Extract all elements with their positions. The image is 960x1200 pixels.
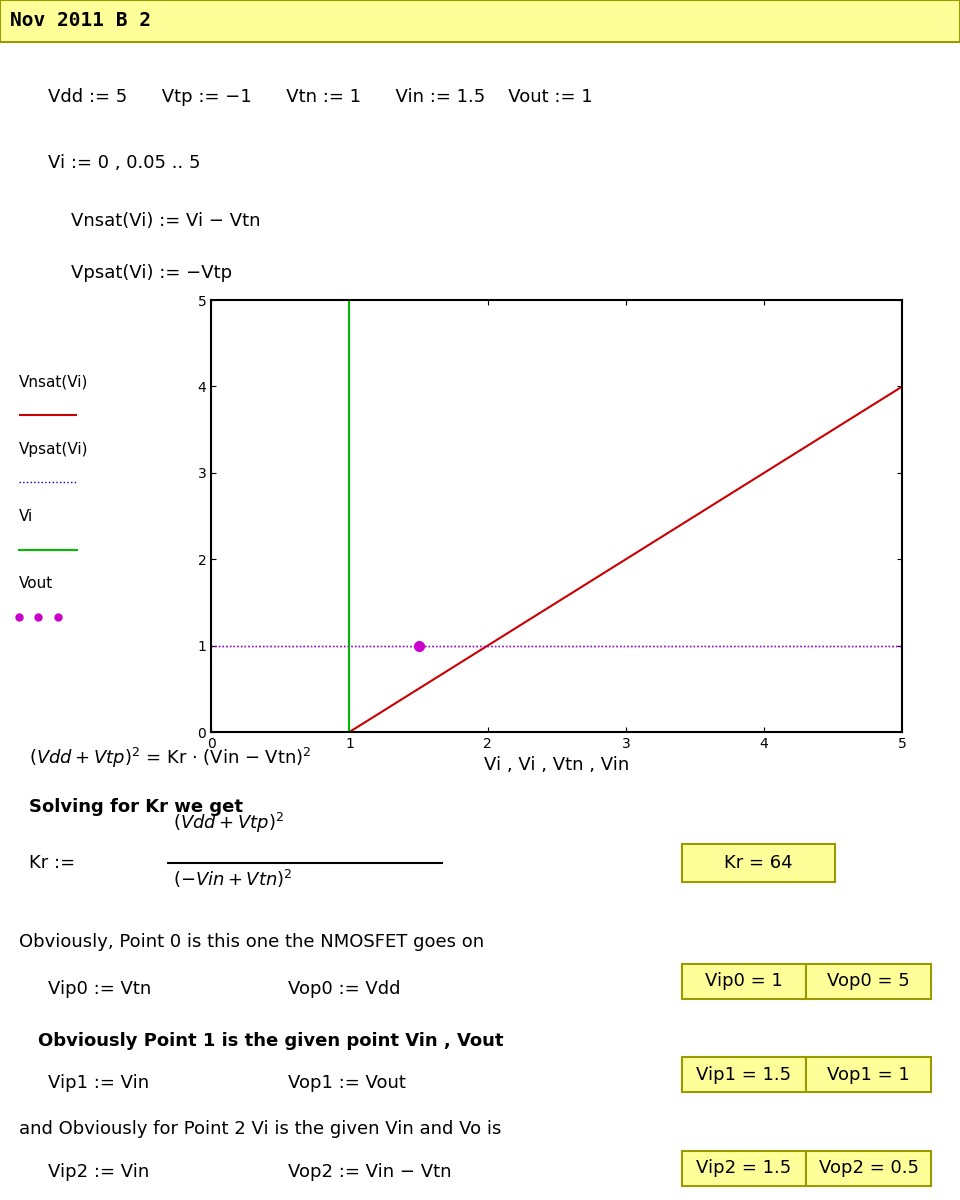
- FancyBboxPatch shape: [682, 1151, 806, 1186]
- Text: Vop2 := Vin − Vtn: Vop2 := Vin − Vtn: [288, 1163, 451, 1181]
- Text: $(Vdd + Vtp)^2$: $(Vdd + Vtp)^2$: [173, 811, 284, 835]
- Text: Vnsat(Vi): Vnsat(Vi): [19, 374, 88, 390]
- Text: Vpsat(Vi) := −Vtp: Vpsat(Vi) := −Vtp: [48, 264, 232, 282]
- Text: Vdd := 5      Vtp := −1      Vtn := 1      Vin := 1.5    Vout := 1: Vdd := 5 Vtp := −1 Vtn := 1 Vin := 1.5 V…: [48, 88, 592, 106]
- Text: Vi: Vi: [19, 509, 34, 524]
- Text: Solving for Kr we get: Solving for Kr we get: [29, 798, 243, 816]
- FancyBboxPatch shape: [806, 1057, 931, 1092]
- Text: Obviously, Point 0 is this one the NMOSFET goes on: Obviously, Point 0 is this one the NMOSF…: [19, 934, 485, 952]
- Text: Vop2 = 0.5: Vop2 = 0.5: [819, 1159, 919, 1177]
- Text: and Obviously for Point 2 Vi is the given Vin and Vo is: and Obviously for Point 2 Vi is the give…: [19, 1121, 501, 1139]
- Text: Vop0 = 5: Vop0 = 5: [828, 972, 910, 990]
- FancyBboxPatch shape: [806, 964, 931, 998]
- Text: Vip0 := Vtn: Vip0 := Vtn: [48, 980, 152, 998]
- Text: Kr = 64: Kr = 64: [724, 854, 793, 872]
- Text: $(Vdd + Vtp)^2$ = Kr $\cdot$ (Vin $-$ Vtn)$^2$: $(Vdd + Vtp)^2$ = Kr $\cdot$ (Vin $-$ Vt…: [29, 746, 311, 770]
- Text: Vip2 := Vin: Vip2 := Vin: [48, 1163, 149, 1181]
- Text: $(-Vin + Vtn)^2$: $(-Vin + Vtn)^2$: [173, 868, 293, 890]
- Text: Vop0 := Vdd: Vop0 := Vdd: [288, 980, 400, 998]
- Text: Vip1 := Vin: Vip1 := Vin: [48, 1074, 149, 1092]
- Text: Vip2 = 1.5: Vip2 = 1.5: [696, 1159, 792, 1177]
- Text: Vop1 = 1: Vop1 = 1: [828, 1066, 910, 1084]
- Text: Vop1 := Vout: Vop1 := Vout: [288, 1074, 406, 1092]
- Text: Vnsat(Vi) := Vi − Vtn: Vnsat(Vi) := Vi − Vtn: [48, 211, 260, 229]
- Text: Kr :=: Kr :=: [29, 854, 75, 872]
- Text: Vout: Vout: [19, 576, 54, 592]
- FancyBboxPatch shape: [682, 1057, 806, 1092]
- Text: Nov 2011 B 2: Nov 2011 B 2: [10, 12, 151, 30]
- Text: Vpsat(Vi): Vpsat(Vi): [19, 442, 88, 457]
- FancyBboxPatch shape: [682, 964, 806, 998]
- FancyBboxPatch shape: [682, 845, 835, 882]
- FancyBboxPatch shape: [806, 1151, 931, 1186]
- Text: Vi := 0 , 0.05 .. 5: Vi := 0 , 0.05 .. 5: [48, 154, 201, 172]
- Text: Vip1 = 1.5: Vip1 = 1.5: [696, 1066, 792, 1084]
- Text: Obviously Point 1 is the given point Vin , Vout: Obviously Point 1 is the given point Vin…: [38, 1032, 504, 1050]
- Text: Vip0 = 1: Vip0 = 1: [706, 972, 782, 990]
- X-axis label: Vi , Vi , Vtn , Vin: Vi , Vi , Vtn , Vin: [484, 756, 630, 774]
